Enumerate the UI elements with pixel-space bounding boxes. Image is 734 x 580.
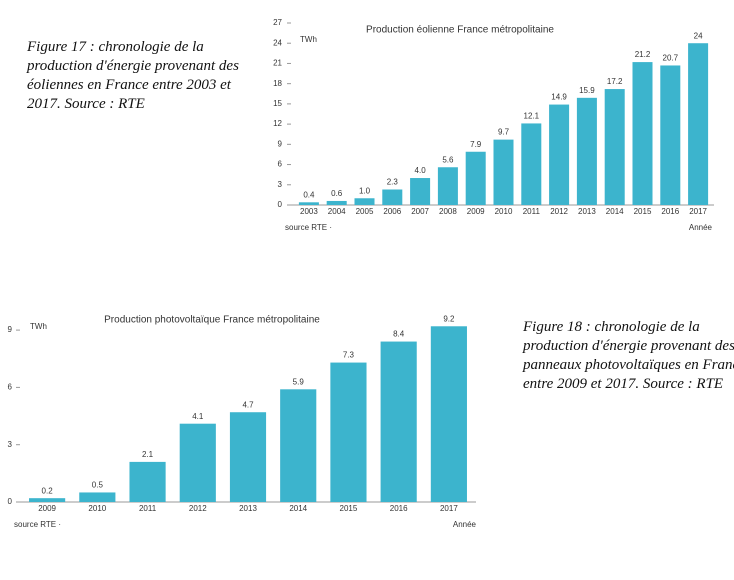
y-tick-label: 3 bbox=[8, 440, 13, 449]
data-label: 14.9 bbox=[551, 93, 567, 102]
y-tick-label: 18 bbox=[273, 79, 282, 88]
x-tick-label: 2011 bbox=[139, 504, 157, 513]
unit-label: TWh bbox=[300, 35, 317, 44]
data-label: 20.7 bbox=[663, 54, 679, 63]
bar bbox=[280, 389, 317, 502]
x-tick-label: 2016 bbox=[661, 207, 679, 216]
bar bbox=[549, 104, 570, 205]
source-label: source RTE · bbox=[285, 223, 332, 232]
x-tick-label: 2014 bbox=[606, 207, 624, 216]
data-label: 17.2 bbox=[607, 77, 623, 86]
bar bbox=[229, 412, 267, 502]
x-tick-label: 2016 bbox=[390, 504, 408, 513]
x-tick-label: 2007 bbox=[411, 207, 429, 216]
y-tick-label: 21 bbox=[273, 59, 282, 68]
source-label: source RTE · bbox=[14, 520, 61, 529]
bar bbox=[380, 341, 417, 502]
bar bbox=[382, 189, 403, 205]
data-label: 0.6 bbox=[331, 189, 343, 198]
caption: Figure 18 : chronologie de la production… bbox=[523, 319, 734, 392]
x-tick-label: 2009 bbox=[467, 207, 485, 216]
bar bbox=[326, 200, 347, 205]
caption: Figure 17 : chronologie de la production… bbox=[27, 39, 239, 112]
data-label: 1.0 bbox=[359, 186, 371, 195]
bar bbox=[129, 461, 166, 502]
data-label: 0.2 bbox=[42, 486, 54, 495]
x-tick-label: 2008 bbox=[439, 207, 457, 216]
y-tick-label: 6 bbox=[8, 383, 13, 392]
data-label: 7.9 bbox=[470, 140, 482, 149]
data-label: 9.2 bbox=[443, 314, 455, 323]
bar bbox=[688, 43, 709, 205]
y-tick-label: 12 bbox=[273, 119, 282, 128]
bar bbox=[79, 492, 116, 502]
bar bbox=[179, 423, 216, 502]
y-tick-label: 0 bbox=[8, 497, 13, 506]
data-label: 24 bbox=[694, 31, 703, 40]
data-label: 15.9 bbox=[579, 86, 595, 95]
data-label: 5.6 bbox=[442, 155, 454, 164]
x-tick-label: 2003 bbox=[300, 207, 318, 216]
unit-label: TWh bbox=[30, 322, 47, 331]
data-label: 0.5 bbox=[92, 481, 104, 490]
bar bbox=[330, 362, 367, 502]
chart-title: Production photovoltaïque France métropo… bbox=[104, 315, 320, 326]
bar bbox=[660, 65, 681, 205]
x-tick-label: 2017 bbox=[440, 504, 458, 513]
data-label: 9.7 bbox=[498, 128, 510, 137]
bar bbox=[437, 167, 458, 205]
data-label: 5.9 bbox=[293, 377, 305, 386]
data-label: 2.1 bbox=[142, 450, 154, 459]
y-tick-label: 6 bbox=[278, 160, 283, 169]
bar bbox=[493, 139, 514, 205]
bar bbox=[604, 89, 625, 205]
bar bbox=[430, 326, 467, 502]
data-label: 21.2 bbox=[635, 50, 651, 59]
x-tick-label: 2011 bbox=[523, 207, 541, 216]
x-axis-label: Année bbox=[453, 520, 477, 529]
data-label: 4.1 bbox=[192, 412, 204, 421]
y-tick-label: 0 bbox=[278, 200, 283, 209]
y-tick-label: 3 bbox=[278, 180, 283, 189]
data-label: 8.4 bbox=[393, 330, 405, 339]
y-tick-label: 9 bbox=[8, 325, 13, 334]
data-label: 2.3 bbox=[387, 178, 399, 187]
data-label: 7.3 bbox=[343, 351, 355, 360]
data-label: 0.4 bbox=[303, 190, 315, 199]
x-tick-label: 2015 bbox=[340, 504, 358, 513]
x-tick-label: 2010 bbox=[495, 207, 513, 216]
data-label: 12.1 bbox=[524, 112, 540, 121]
bar bbox=[410, 178, 431, 205]
bar bbox=[465, 151, 486, 205]
bar bbox=[521, 123, 542, 205]
x-tick-label: 2006 bbox=[383, 207, 401, 216]
x-tick-label: 2005 bbox=[356, 207, 374, 216]
y-tick-label: 15 bbox=[273, 99, 282, 108]
x-tick-label: 2009 bbox=[38, 504, 56, 513]
bar bbox=[29, 498, 66, 502]
x-tick-label: 2013 bbox=[239, 504, 257, 513]
x-tick-label: 2004 bbox=[328, 207, 346, 216]
data-label: 4.7 bbox=[242, 400, 254, 409]
x-tick-label: 2014 bbox=[289, 504, 307, 513]
y-tick-label: 9 bbox=[278, 139, 283, 148]
x-tick-label: 2015 bbox=[634, 207, 652, 216]
x-axis-label: Année bbox=[689, 223, 713, 232]
y-tick-label: 24 bbox=[273, 38, 282, 47]
bar bbox=[632, 62, 653, 205]
bar bbox=[354, 198, 375, 205]
x-tick-label: 2012 bbox=[189, 504, 207, 513]
bar bbox=[298, 202, 319, 205]
x-tick-label: 2010 bbox=[88, 504, 106, 513]
x-tick-label: 2013 bbox=[578, 207, 596, 216]
data-label: 4.0 bbox=[415, 166, 427, 175]
x-tick-label: 2012 bbox=[550, 207, 568, 216]
bar bbox=[576, 97, 597, 205]
x-tick-label: 2017 bbox=[689, 207, 707, 216]
y-tick-label: 27 bbox=[273, 18, 282, 27]
chart-title: Production éolienne France métropolitain… bbox=[366, 25, 554, 36]
